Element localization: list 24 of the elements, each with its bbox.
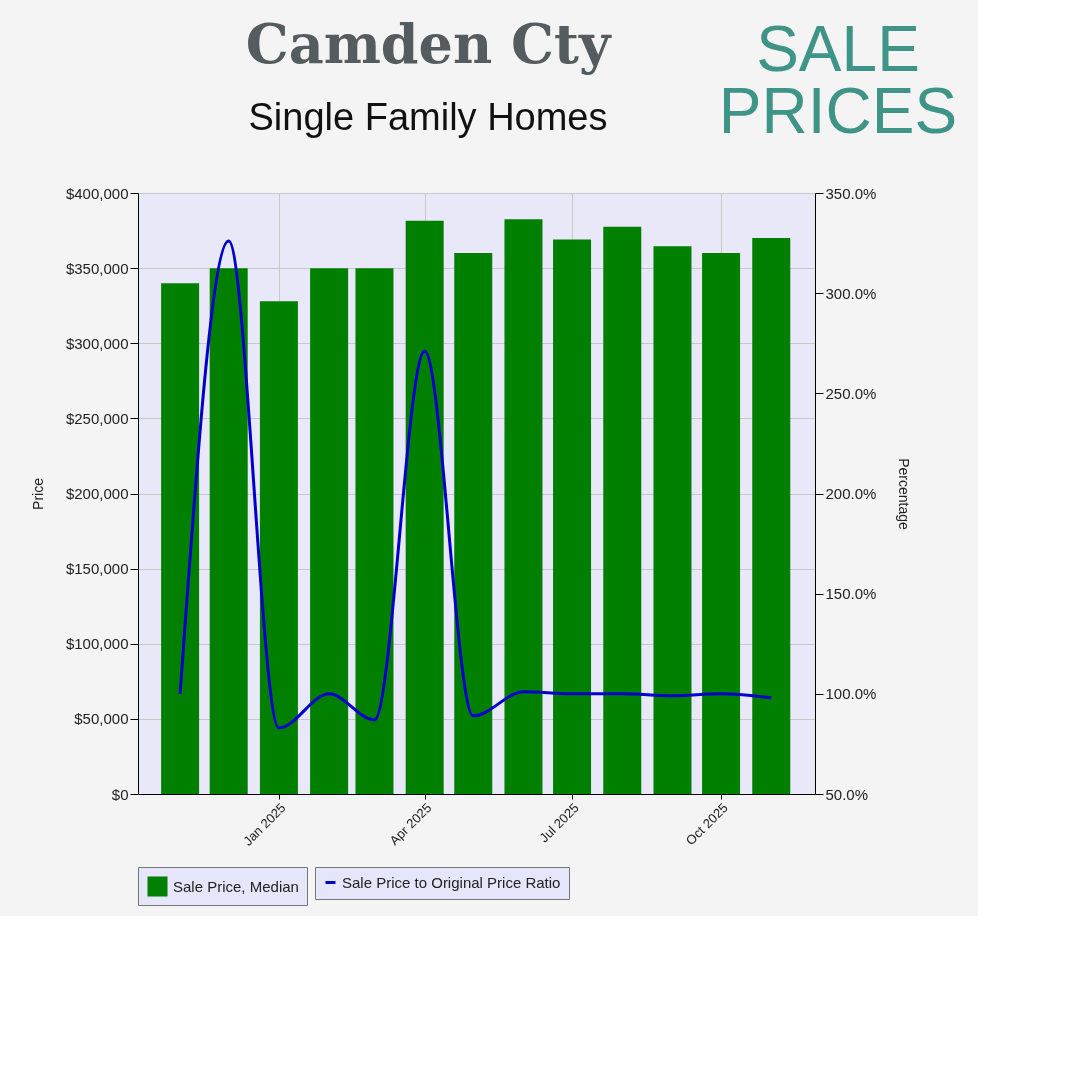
text: SALE PRICES <box>718 13 958 147</box>
y-tick-label: $250,000 <box>65 409 129 427</box>
y-tick-label: $400,000 <box>65 184 129 202</box>
y2-tick-label: 50.0% <box>825 785 869 803</box>
y-tick-label: $350,000 <box>65 259 129 277</box>
y-axis-title: Price <box>29 477 46 510</box>
y2-tick-label: 150.0% <box>825 585 877 603</box>
y2-tick-label: 250.0% <box>825 384 877 402</box>
y-tick-label: $0 <box>111 785 129 803</box>
chart-title: Camden Cty <box>245 12 612 76</box>
y-tick-label: $150,000 <box>65 560 129 578</box>
line-series <box>178 239 773 730</box>
y2-tick-label: 100.0% <box>825 685 877 703</box>
legend-label: Sale Price to Original Price Ratio <box>342 873 561 891</box>
y2-axis-title: Percentage <box>896 458 913 531</box>
y-tick-label: $100,000 <box>65 635 129 653</box>
chart-subtitle: Single Family Homes <box>248 96 608 138</box>
legend-label: Sale Price, Median <box>173 877 299 895</box>
y-tick-label: $300,000 <box>65 334 129 352</box>
y-tick-label: $200,000 <box>65 485 129 502</box>
y2-tick-label: 200.0% <box>825 485 877 502</box>
y2-tick-label: 300.0% <box>825 284 877 302</box>
y-tick-label: $50,000 <box>74 710 129 728</box>
y2-tick-label: 350.0% <box>825 184 877 202</box>
